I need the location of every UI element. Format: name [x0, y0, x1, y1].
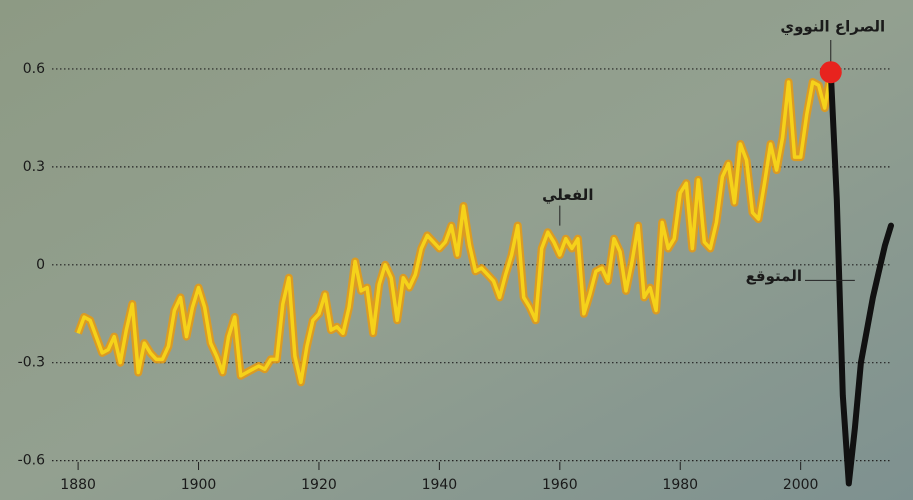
event-point — [819, 61, 842, 84]
line — [76, 71, 833, 385]
x-tick-label: 1980 — [662, 477, 698, 493]
y-tick-label: -0.3 — [18, 355, 45, 371]
line — [827, 69, 894, 487]
series-label: الفعلي — [542, 186, 593, 204]
x-tick-label: 1880 — [60, 477, 96, 493]
x-tick-label: 2000 — [783, 477, 819, 493]
event-label: الصراع النووي — [780, 18, 885, 37]
x-tick-label: 1900 — [181, 477, 217, 493]
y-tick-label: 0.6 — [23, 61, 45, 77]
x-tick-label: 1920 — [301, 477, 337, 493]
y-tick-label: 0.3 — [23, 159, 45, 175]
x-tick-label: 1960 — [542, 477, 578, 493]
y-tick-label: 0 — [36, 257, 45, 273]
y-tick-label: -0.6 — [18, 453, 45, 469]
series-label: المتوقع — [746, 267, 802, 285]
x-tick-label: 1940 — [422, 477, 458, 493]
